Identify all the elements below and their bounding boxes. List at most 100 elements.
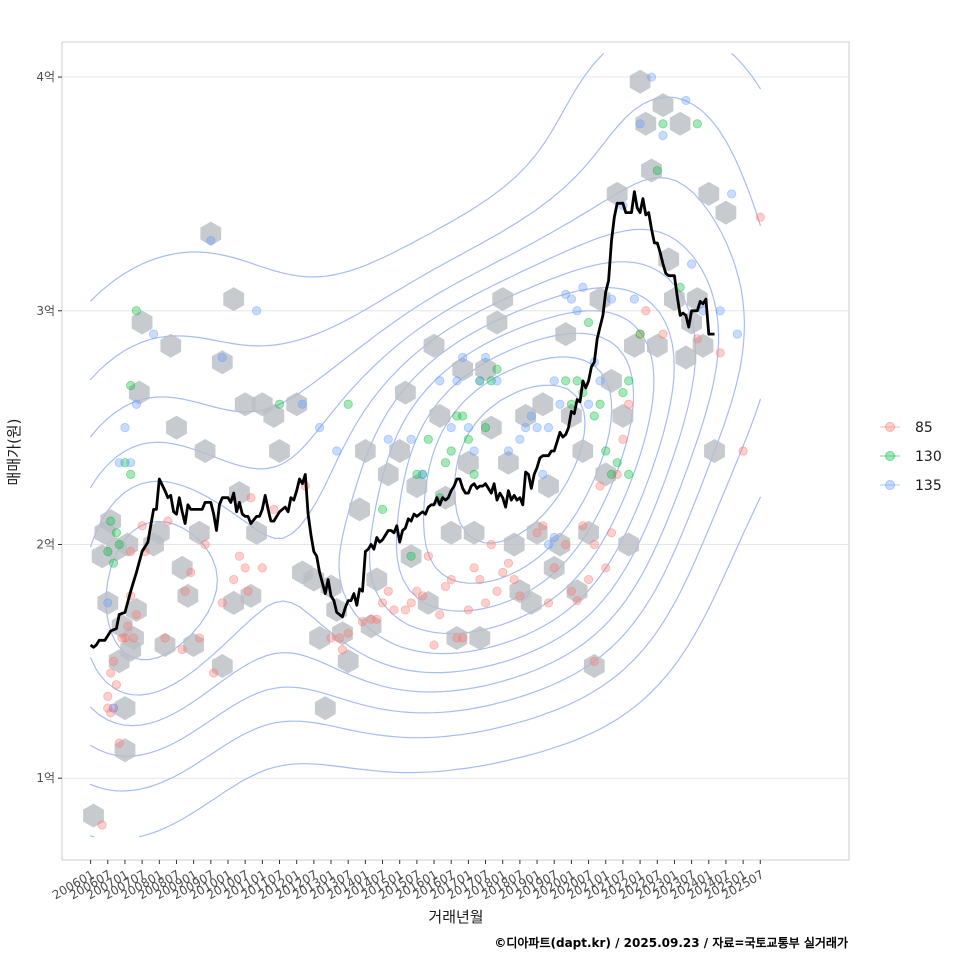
data-point-85 [160,633,170,643]
hex-bin [423,333,445,358]
y-tick-label: 3억 [36,304,55,318]
data-point-135 [566,294,577,304]
hex-bin [641,158,662,183]
data-point-85 [234,551,245,561]
hex-bin [194,439,216,463]
data-point-130 [131,306,142,316]
data-point-85 [366,614,376,624]
data-point-85 [128,633,139,643]
data-point-130 [624,469,634,479]
data-point-130 [106,516,116,526]
data-point-85 [458,633,468,643]
hex-bin [100,509,121,534]
hex-bin [520,590,542,615]
plot-area [61,41,850,861]
data-point-130 [589,411,599,421]
data-point-85 [103,703,113,713]
hex-bin [526,520,548,545]
data-point-85 [163,516,173,526]
hex-bin [440,520,462,545]
hex-bin [629,69,651,94]
data-point-135 [463,423,473,433]
hex-bin [269,439,290,463]
data-point-135 [595,376,605,386]
density-contour-level [368,310,655,635]
data-point-130 [475,376,485,386]
legend-item-135: 135 [880,478,942,494]
hex-bin [458,450,479,475]
hex-bin [595,462,617,487]
data-point-85 [246,493,256,503]
data-point-85 [446,574,456,585]
data-point-130 [114,539,124,550]
hex-bin [166,415,187,440]
data-point-85 [417,591,428,601]
hex-bin [211,654,233,678]
data-point-135 [543,423,554,433]
data-point-85 [186,567,196,578]
data-point-130 [652,165,662,176]
hex-bin [309,626,330,650]
hex-bin [538,474,559,499]
data-point-135 [217,352,227,363]
legend-key-point [885,422,895,432]
data-point-135 [629,294,639,304]
data-point-135 [578,282,588,292]
data-point-85 [715,348,725,358]
hex-bin [612,403,634,428]
hex-bin [355,439,376,463]
data-point-85 [612,469,622,479]
hex-bin [515,403,536,428]
data-point-85 [200,539,210,550]
data-point-130 [126,469,136,479]
hex-bin [417,590,439,615]
data-point-135 [452,376,462,386]
data-point-130 [561,376,571,386]
hex-bin [240,583,262,608]
data-point-130 [612,458,622,468]
hex-bin [492,287,514,312]
data-point-85 [572,595,582,606]
data-point-135 [206,236,216,246]
hex-bin [395,380,416,405]
hex-bin [360,614,382,639]
hex-bin [503,532,525,557]
data-point-85 [114,738,124,748]
hex-bin [555,322,577,347]
legend-key-point [885,451,895,461]
hex-bin [692,333,714,358]
data-point-135 [252,306,262,316]
data-point-135 [727,189,737,199]
data-point-85 [618,434,628,444]
hex-bin [123,626,144,650]
data-point-85 [429,640,439,650]
hex-bin [223,287,245,312]
data-point-85 [106,708,116,718]
hex-bin [349,497,370,522]
data-point-130 [111,528,121,538]
hex-bin [200,221,222,246]
data-point-85 [326,633,336,643]
trend-line [89,190,715,649]
hex-bin [177,583,199,608]
data-point-85 [372,614,382,624]
hex-bin [486,310,508,335]
data-point-130 [601,446,611,456]
hex-bin [128,380,150,405]
data-point-135 [732,329,742,339]
data-point-135 [103,598,113,608]
density-contour-level [90,96,761,792]
data-point-135 [635,119,645,129]
data-point-85 [400,605,411,615]
data-point-135 [383,434,393,444]
x-axis-title: 거래년월 [428,908,483,926]
data-point-85 [492,586,502,596]
data-point-85 [635,329,645,339]
hex-bin [606,181,628,206]
legend-label: 135 [915,478,942,494]
hex-bin [669,111,691,136]
y-tick-label: 2억 [36,537,55,551]
data-point-130 [423,434,433,444]
hex-bin [635,111,657,136]
hex-bin [114,738,136,763]
